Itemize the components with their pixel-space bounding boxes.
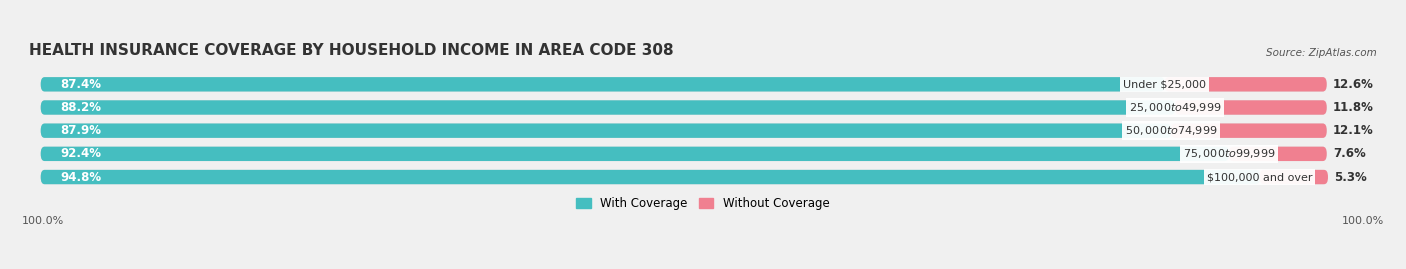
FancyBboxPatch shape [1229, 147, 1327, 161]
Text: Source: ZipAtlas.com: Source: ZipAtlas.com [1267, 48, 1378, 58]
Text: 12.1%: 12.1% [1333, 124, 1374, 137]
Text: $25,000 to $49,999: $25,000 to $49,999 [1129, 101, 1222, 114]
FancyBboxPatch shape [1171, 123, 1327, 138]
FancyBboxPatch shape [1175, 100, 1327, 115]
FancyBboxPatch shape [41, 123, 1327, 138]
Text: 92.4%: 92.4% [60, 147, 101, 160]
Text: Under $25,000: Under $25,000 [1123, 79, 1206, 89]
Text: 100.0%: 100.0% [22, 216, 65, 226]
FancyBboxPatch shape [41, 170, 1327, 184]
FancyBboxPatch shape [1164, 77, 1327, 91]
Text: $75,000 to $99,999: $75,000 to $99,999 [1182, 147, 1275, 160]
Text: 11.8%: 11.8% [1333, 101, 1374, 114]
Text: 87.9%: 87.9% [60, 124, 101, 137]
Text: $100,000 and over: $100,000 and over [1208, 172, 1313, 182]
FancyBboxPatch shape [41, 147, 1327, 161]
FancyBboxPatch shape [41, 77, 1164, 91]
FancyBboxPatch shape [41, 147, 1229, 161]
FancyBboxPatch shape [41, 123, 1171, 138]
Text: 88.2%: 88.2% [60, 101, 101, 114]
Text: 7.6%: 7.6% [1333, 147, 1365, 160]
Text: $50,000 to $74,999: $50,000 to $74,999 [1125, 124, 1218, 137]
Text: 87.4%: 87.4% [60, 78, 101, 91]
Text: 5.3%: 5.3% [1334, 171, 1367, 183]
Text: 94.8%: 94.8% [60, 171, 101, 183]
Text: 12.6%: 12.6% [1333, 78, 1374, 91]
FancyBboxPatch shape [1260, 170, 1329, 184]
FancyBboxPatch shape [41, 170, 1260, 184]
Text: 100.0%: 100.0% [1341, 216, 1384, 226]
Text: HEALTH INSURANCE COVERAGE BY HOUSEHOLD INCOME IN AREA CODE 308: HEALTH INSURANCE COVERAGE BY HOUSEHOLD I… [28, 43, 673, 58]
FancyBboxPatch shape [41, 100, 1175, 115]
Legend: With Coverage, Without Coverage: With Coverage, Without Coverage [572, 192, 834, 215]
FancyBboxPatch shape [41, 77, 1327, 91]
FancyBboxPatch shape [41, 100, 1327, 115]
